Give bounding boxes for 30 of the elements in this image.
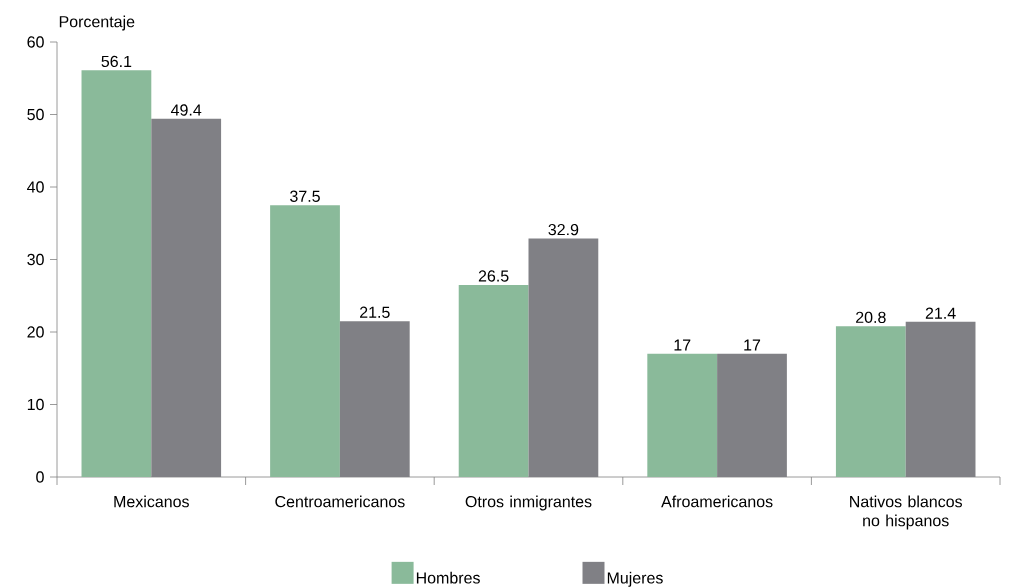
data-label: 17 [674, 339, 691, 351]
y-tick-label: 10 [27, 398, 44, 411]
x-tick-label: Nativos blancos no hispanos [850, 495, 963, 530]
bar [647, 353, 718, 477]
data-label: 20.8 [856, 311, 886, 323]
data-label: 32.9 [548, 223, 579, 236]
data-label: 56.1 [101, 55, 132, 68]
data-label: 17 [744, 339, 761, 351]
x-tick-label: Otros inmigrantes [465, 495, 592, 511]
bar [458, 284, 529, 477]
data-label: 49.4 [170, 104, 202, 116]
y-tick-label: 20 [27, 326, 44, 338]
legend-label: Mujeres [607, 571, 663, 587]
data-label: 26.5 [478, 270, 509, 282]
data-label: 21.5 [360, 306, 390, 318]
x-tick-label: Afroamericanos [661, 495, 773, 508]
y-axis-title: Porcentaje [59, 15, 135, 31]
y-tick-label: 40 [27, 181, 44, 193]
bar [835, 326, 906, 477]
y-tick-label: 50 [27, 108, 44, 121]
y-tick-label: 60 [27, 36, 44, 48]
bar [270, 205, 340, 477]
y-tick-label: 0 [36, 471, 44, 483]
y-tick-label: 30 [27, 253, 44, 266]
legend-label: Hombres [416, 571, 480, 584]
data-label: 21.4 [925, 307, 956, 319]
data-label: 37.5 [290, 190, 320, 202]
x-tick-label: Centroamericanos [275, 495, 405, 508]
x-tick-label: Mexicanos [114, 495, 189, 508]
bar [81, 70, 152, 477]
